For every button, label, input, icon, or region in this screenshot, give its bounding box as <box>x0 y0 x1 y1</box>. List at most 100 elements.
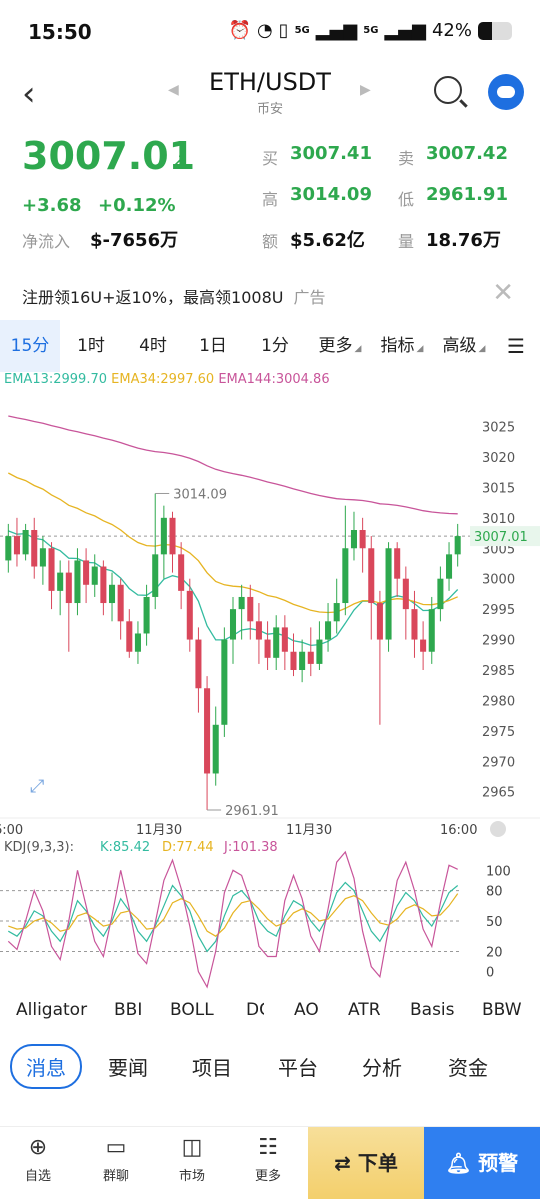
signal-bars-icon: ▂▄▆ <box>315 20 358 41</box>
indicator-ao[interactable]: AO <box>294 1000 319 1020</box>
tab-analysis[interactable]: 分析 <box>362 1056 402 1080</box>
exchange-label: 币安 <box>256 102 283 117</box>
tab-news[interactable]: 消息 <box>10 1044 82 1089</box>
tab-1h[interactable]: 1时 <box>77 336 105 356</box>
y-tick-label: 3010 <box>482 512 515 527</box>
candle-body <box>350 530 358 549</box>
tab-more[interactable]: 更多 ◢ <box>318 336 362 356</box>
indicator-boll[interactable]: BOLL <box>170 1000 214 1020</box>
x-tick-label: 11月30 <box>136 823 182 838</box>
tab-headlines[interactable]: 要闻 <box>108 1056 148 1080</box>
candle-body <box>100 566 107 604</box>
tab-1m[interactable]: 1分 <box>261 336 289 356</box>
ema13-label: EMA13:2999.70 <box>4 372 108 387</box>
candle-body <box>195 639 202 689</box>
x-tick-label: 16:00 <box>440 823 477 838</box>
ema144-line <box>8 415 458 515</box>
change-abs: +3.68 <box>22 195 82 216</box>
order-button[interactable]: ⇄ 下单 <box>308 1127 424 1199</box>
buy-value: 3007.41 <box>290 143 372 164</box>
search-icon[interactable] <box>434 76 462 104</box>
ad-banner[interactable]: 注册领16U+返10%，最高领1008U 广告 ✕ <box>0 270 540 318</box>
tab-projects[interactable]: 项目 <box>192 1056 232 1080</box>
caret-icon: ◢ <box>416 344 424 354</box>
candle-body <box>83 560 90 585</box>
candle-body <box>325 621 332 640</box>
tab-platform[interactable]: 平台 <box>278 1056 318 1080</box>
back-icon[interactable]: ‹ <box>22 74 36 114</box>
bottom-tab-watchlist[interactable]: ⊕ 自选 <box>2 1135 74 1184</box>
kdj-legend-2: J:101.38 <box>223 840 278 855</box>
candle-body <box>385 548 392 640</box>
y-tick-label: 2990 <box>482 634 515 649</box>
ema-legend: EMA13:2999.70 EMA34:2997.60 EMA144:3004.… <box>4 372 330 387</box>
y-tick-label: 2985 <box>482 664 515 679</box>
status-icons: ⏰ ◔ ▯ 5G ▂▄▆ 5G ▂▄▆ 42% <box>229 20 512 41</box>
chart-settings-icon[interactable]: ☰ <box>507 334 525 358</box>
kdj-y-tick: 20 <box>486 945 503 960</box>
news-tabs: 消息 要闻 项目 平台 分析 资金 <box>0 1040 540 1092</box>
collapse-icon[interactable] <box>490 821 506 837</box>
candle-body <box>178 554 185 591</box>
candle-body <box>333 603 340 622</box>
candle-body <box>255 621 262 640</box>
signal-icon-2: 5G <box>363 25 379 36</box>
battery-percent: 42% <box>431 20 472 41</box>
kdj-legend-1: D:77.44 <box>162 840 214 855</box>
candle-body <box>316 639 323 664</box>
kdj-y-tick: 80 <box>486 885 503 900</box>
price-chart[interactable]: 3025302030153010300530002995299029852980… <box>0 390 540 990</box>
expand-icon[interactable]: ⤢ <box>30 776 45 797</box>
net-inflow-value: $-7656万 <box>90 230 179 251</box>
caret-icon: ◢ <box>354 344 362 354</box>
candle-body <box>39 548 46 567</box>
tab-1d[interactable]: 1日 <box>199 336 227 356</box>
ai-bot-icon[interactable] <box>488 74 524 110</box>
indicator-bbw[interactable]: BBW <box>482 1000 522 1020</box>
net-inflow-label: 净流入 <box>22 232 71 251</box>
tab-funds[interactable]: 资金 <box>448 1056 488 1080</box>
more-icon: ☷ <box>258 1135 278 1160</box>
indicator-dc[interactable]: DC <box>246 1000 264 1020</box>
current-price-label: 3007.01 <box>474 530 528 545</box>
indicator-atr[interactable]: ATR <box>348 1000 381 1020</box>
next-pair-icon[interactable]: ▶ <box>360 82 371 98</box>
bottom-tab-market[interactable]: ◫ 市场 <box>156 1135 228 1184</box>
tab-4h[interactable]: 4时 <box>139 336 167 356</box>
pair-title[interactable]: ETH/USDT <box>209 68 331 96</box>
candle-body <box>411 609 418 640</box>
alarm-icon: ⏰ <box>228 20 251 41</box>
x-tick-label: 6:00 <box>0 823 23 838</box>
tab-15m[interactable]: 15分 <box>0 320 60 372</box>
kdj-y-tick: 100 <box>486 864 511 879</box>
high-label: 高 <box>262 190 279 209</box>
close-icon[interactable]: ✕ <box>492 278 514 308</box>
candle-body <box>152 554 159 597</box>
chart-icon: ◫ <box>181 1135 203 1160</box>
prev-pair-icon[interactable]: ◀ <box>168 82 179 98</box>
swap-icon: ⇄ <box>334 1151 358 1175</box>
indicator-bbi[interactable]: BBI <box>114 1000 143 1020</box>
tab-advanced[interactable]: 高级 ◢ <box>442 336 486 356</box>
last-price: 3007.01 <box>22 134 196 178</box>
ad-text[interactable]: 注册领16U+返10%，最高领1008U 广告 <box>22 288 326 307</box>
indicator-basis[interactable]: Basis <box>410 1000 455 1020</box>
candle-body <box>57 572 64 591</box>
bottom-tab-more[interactable]: ☷ 更多 <box>232 1135 304 1184</box>
low-label: 低 <box>398 190 415 209</box>
kdj-series-0 <box>8 881 459 953</box>
kdj-series-1 <box>8 893 459 937</box>
candle-body <box>31 530 38 567</box>
tab-indicators[interactable]: 指标 ◢ <box>380 336 424 356</box>
battery-icon <box>478 21 512 40</box>
y-tick-label: 2965 <box>482 786 515 801</box>
candle-body <box>428 609 435 652</box>
candle-body <box>446 554 453 579</box>
indicator-alligator[interactable]: Alligator <box>16 1000 88 1020</box>
bottom-tab-chat[interactable]: ▭ 群聊 <box>80 1135 152 1184</box>
y-tick-label: 2975 <box>482 725 515 740</box>
alert-button[interactable]: 🔔︎ 预警 <box>424 1127 540 1199</box>
candle-body <box>5 536 12 561</box>
candle-body <box>238 596 245 610</box>
candle-body <box>359 530 366 549</box>
